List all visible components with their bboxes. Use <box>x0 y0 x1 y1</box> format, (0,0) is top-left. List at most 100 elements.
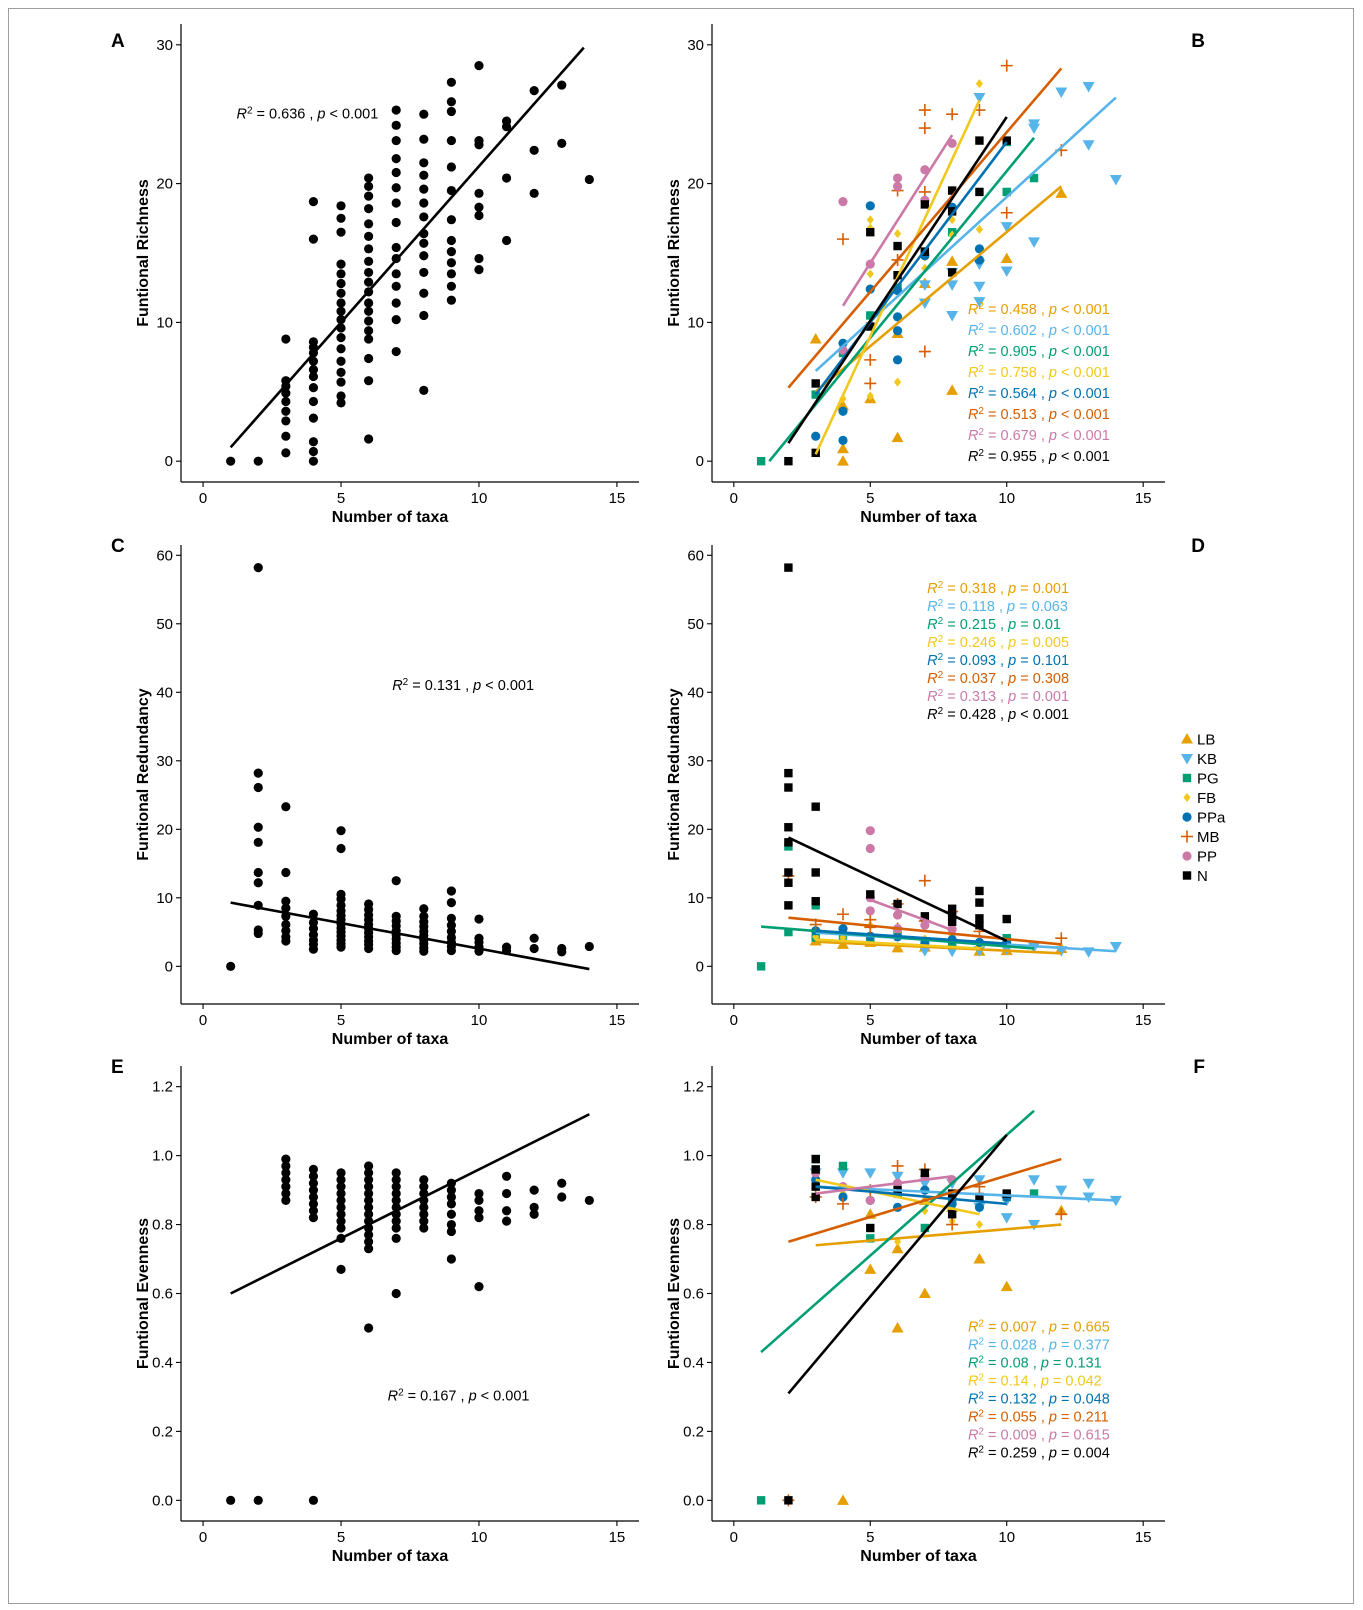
data-point-kb <box>973 297 986 308</box>
data-point <box>281 334 291 344</box>
data-point <box>281 396 291 407</box>
data-point <box>336 826 346 836</box>
data-point <box>364 1209 374 1219</box>
stat-annotation-ppa: R2 = 0.132 , p = 0.048 <box>968 1390 1110 1408</box>
y-tick-label: 0.0 <box>683 1492 704 1509</box>
x-tick-label: 0 <box>730 1529 738 1546</box>
data-point-n <box>947 917 957 926</box>
data-point <box>501 116 512 126</box>
stat-annotation-mb: R2 = 0.513 , p < 0.001 <box>968 406 1110 424</box>
stat-annotation-n: R2 = 0.428 , p < 0.001 <box>927 705 1069 723</box>
data-point <box>308 1192 319 1202</box>
y-tick-label: 20 <box>156 821 173 838</box>
data-point <box>226 1495 236 1505</box>
panel-letter: C <box>111 536 125 557</box>
data-point <box>336 306 346 316</box>
fit-line <box>230 901 590 971</box>
data-point <box>364 219 374 229</box>
data-point <box>364 353 374 364</box>
data-point <box>419 238 429 248</box>
data-point-n <box>866 1223 875 1233</box>
data-point <box>446 77 456 87</box>
data-point <box>364 277 374 287</box>
data-point <box>281 1161 291 1171</box>
data-point <box>391 269 401 279</box>
data-point <box>474 914 484 924</box>
data-point-lb <box>918 1287 931 1298</box>
data-point <box>364 191 374 201</box>
data-point-ppa <box>892 355 903 365</box>
data-point <box>364 1237 374 1247</box>
data-point <box>391 1288 401 1299</box>
data-point <box>584 174 594 185</box>
data-point <box>529 145 539 155</box>
data-point-mb <box>864 377 877 390</box>
data-point-n <box>1002 914 1011 924</box>
data-point <box>446 185 456 196</box>
data-point-lb <box>973 1253 986 1264</box>
data-point <box>419 170 429 180</box>
data-point-n <box>811 802 820 811</box>
x-tick-label: 10 <box>471 490 488 507</box>
data-point <box>446 898 456 908</box>
data-point-lb <box>1000 1280 1013 1292</box>
data-point-fb <box>975 1220 984 1230</box>
data-point-mb <box>918 104 931 117</box>
data-point-n <box>947 268 957 277</box>
data-point <box>281 896 291 906</box>
stat-annotation-lb: R2 = 0.458 , p < 0.001 <box>968 301 1110 319</box>
data-point <box>391 1223 401 1233</box>
data-point <box>364 1244 374 1254</box>
stat-annotation-ppa: R2 = 0.093 , p = 0.101 <box>927 651 1069 669</box>
stat-annotation-fb: R2 = 0.758 , p < 0.001 <box>968 364 1110 382</box>
legend-key-fb <box>1183 793 1191 802</box>
y-tick-label: 1.2 <box>152 1079 173 1096</box>
data-point-mb <box>1000 59 1013 72</box>
data-point-mb <box>836 233 849 246</box>
y-axis-title: Funtional Richness <box>666 179 683 327</box>
panel-b: B 0 5 10 15 0 10 20 30 Number of taxa Funtional Ri… <box>666 24 1205 526</box>
data-point <box>557 947 567 957</box>
panel-a: A 0 5 10 15 0 10 20 30 Number of taxa Funtional Ri… <box>111 24 639 526</box>
data-point <box>501 1188 512 1199</box>
data-point <box>391 1233 401 1243</box>
data-point-kb <box>1028 119 1041 130</box>
data-point-ppa <box>838 1192 848 1202</box>
data-point <box>391 167 401 178</box>
data-point <box>281 1182 291 1192</box>
data-point <box>308 446 319 457</box>
fit-line-kb <box>815 1185 1116 1202</box>
data-point-kb <box>1028 237 1041 248</box>
data-point <box>446 1226 456 1237</box>
data-point <box>253 563 263 573</box>
y-tick-label: 0 <box>165 453 173 470</box>
data-point <box>336 333 346 343</box>
fit-line-n <box>787 116 1008 444</box>
data-point <box>253 867 263 878</box>
data-point-mb <box>946 1218 959 1231</box>
data-point <box>419 158 429 168</box>
data-point-mb <box>836 908 849 921</box>
data-point <box>446 247 456 257</box>
data-point-kb <box>1028 1175 1041 1186</box>
data-point-ppa <box>892 326 903 336</box>
data-point <box>419 904 429 914</box>
data-point-pp <box>865 1195 875 1206</box>
data-point <box>336 1209 346 1219</box>
data-point <box>391 120 401 130</box>
data-point <box>281 1168 291 1178</box>
data-point <box>336 278 346 289</box>
data-point <box>336 1175 346 1185</box>
x-tick-label: 5 <box>337 490 345 507</box>
data-point <box>336 315 346 325</box>
data-point <box>391 281 401 291</box>
data-point-mb <box>864 353 877 366</box>
data-point-kb <box>1055 1185 1068 1197</box>
data-point <box>557 138 567 148</box>
data-point-pg <box>920 1223 930 1233</box>
data-point <box>308 413 319 423</box>
data-point <box>529 188 539 198</box>
data-point <box>364 1188 374 1199</box>
data-point <box>446 886 456 896</box>
data-point <box>364 1323 374 1333</box>
